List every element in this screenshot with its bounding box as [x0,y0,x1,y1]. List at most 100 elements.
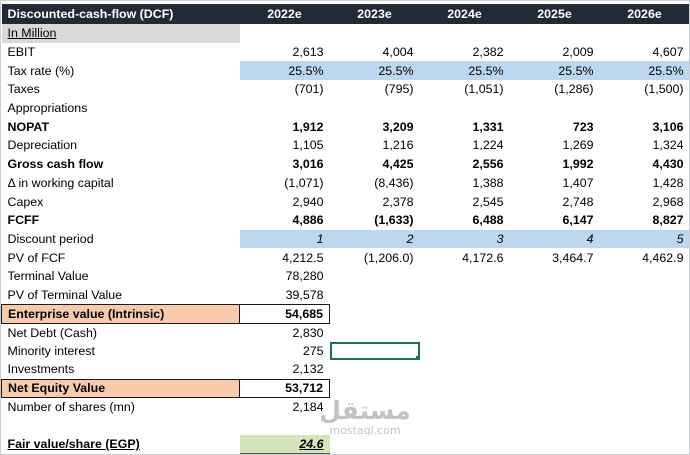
cell[interactable] [240,416,330,435]
cell[interactable]: 4,004 [382,45,414,60]
cell[interactable] [510,379,600,398]
row-label[interactable]: Δ in working capital [7,175,114,190]
cell[interactable]: (1,500) [644,82,684,97]
row-label[interactable]: Net Equity Value [1,378,240,399]
row-label[interactable]: PV of FCF [7,250,66,265]
cell[interactable]: 25.5% [419,61,510,81]
cell[interactable]: 4,172.6 [462,250,504,265]
cell[interactable]: 39,578 [285,287,324,302]
cell[interactable]: 3,106 [652,119,684,134]
cell[interactable]: 1,105 [292,138,324,153]
cell[interactable] [330,267,420,286]
cell[interactable]: 78,280 [285,269,324,284]
row-label[interactable]: NOPAT [7,119,50,134]
cell[interactable] [420,323,510,342]
cell[interactable] [420,24,510,43]
cell[interactable] [510,267,600,286]
cell[interactable]: 1,992 [562,157,594,172]
cell[interactable]: 25.5% [599,61,689,81]
cell[interactable] [510,416,600,435]
row-label[interactable]: Enterprise value (Intrinsic) [1,303,240,324]
cell[interactable] [330,323,420,342]
row-label[interactable]: Tax rate (%) [7,63,75,78]
cell[interactable] [420,99,510,118]
cell[interactable]: 2,184 [292,400,324,415]
cell[interactable]: 1,324 [652,138,684,153]
cell[interactable] [600,342,690,361]
column-header-2026e[interactable]: 2026e [599,4,689,24]
cell[interactable]: 6,147 [562,213,594,228]
cell[interactable]: 2,940 [292,194,324,209]
cell[interactable]: 2,968 [652,194,684,209]
cell[interactable] [240,99,330,118]
cell[interactable]: 5 [599,229,689,249]
cell[interactable]: 1,331 [472,119,504,134]
selected-cell[interactable] [329,341,420,361]
cell[interactable]: 1 [239,229,330,249]
row-label[interactable]: Investments [7,362,75,377]
cell[interactable]: 2,378 [382,194,414,209]
cell[interactable] [330,24,420,43]
cell[interactable] [510,286,600,305]
cell[interactable]: 4,430 [652,157,684,172]
cell[interactable] [600,286,690,305]
cell[interactable] [510,323,600,342]
cell[interactable]: (795) [384,82,414,97]
cell[interactable] [330,286,420,305]
cell[interactable] [510,99,600,118]
cell[interactable] [600,304,690,323]
cell[interactable] [600,435,690,454]
cell[interactable]: (1,051) [464,82,504,97]
cell[interactable]: 2,556 [472,157,504,172]
row-label[interactable]: Appropriations [7,101,88,116]
cell[interactable]: 2 [329,229,420,249]
cell[interactable]: 2,132 [292,362,324,377]
cell[interactable] [600,99,690,118]
cell[interactable] [600,360,690,379]
cell[interactable] [510,398,600,417]
cell[interactable]: 1,912 [292,119,324,134]
cell[interactable]: 25.5% [509,61,600,81]
row-label[interactable]: Capex [7,194,44,209]
cell[interactable] [600,24,690,43]
cell[interactable]: 1,407 [562,175,594,190]
cell[interactable] [330,435,420,454]
row-label[interactable]: Taxes [7,82,40,97]
cell[interactable] [600,416,690,435]
row-label[interactable]: Minority interest [7,344,95,359]
cell[interactable]: 1,428 [652,175,684,190]
cell[interactable]: 2,009 [562,45,594,60]
column-header-2022e[interactable]: 2022e [239,4,330,24]
cell[interactable] [330,304,420,323]
sheet-title[interactable]: Discounted-cash-flow (DCF) [1,4,240,24]
cell[interactable] [420,360,510,379]
cell[interactable]: 1,216 [382,138,414,153]
cell[interactable] [330,416,420,435]
row-label[interactable]: In Million [1,24,240,43]
row-label[interactable]: FCFF [7,213,40,228]
cell[interactable]: 25.5% [329,61,420,81]
cell[interactable]: 3,464.7 [552,250,594,265]
cell[interactable]: 2,382 [472,45,504,60]
cell[interactable]: (1,633) [374,213,414,228]
cell[interactable] [510,24,600,43]
row-label[interactable]: EBIT [7,45,36,60]
cell[interactable] [420,304,510,323]
cell[interactable] [330,379,420,398]
cell[interactable]: 6,488 [472,213,504,228]
cell[interactable]: 54,685 [239,303,330,324]
cell[interactable]: 2,613 [292,45,324,60]
cell[interactable] [420,342,510,361]
cell[interactable]: 2,748 [562,194,594,209]
cell[interactable]: 53,712 [239,378,330,399]
cell[interactable]: 1,269 [562,138,594,153]
cell[interactable]: 4,212.5 [282,250,324,265]
cell[interactable] [600,323,690,342]
row-label[interactable] [2,416,240,435]
cell[interactable]: 3 [419,229,510,249]
cell[interactable]: 275 [302,344,324,359]
column-header-2023e[interactable]: 2023e [329,4,420,24]
row-label[interactable]: Depreciation [7,138,78,153]
cell[interactable]: 25.5% [239,61,330,81]
cell[interactable]: 723 [572,119,594,134]
